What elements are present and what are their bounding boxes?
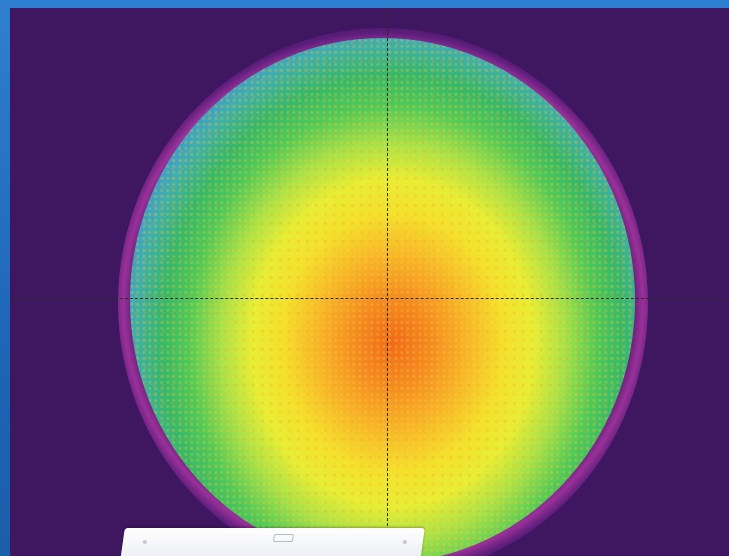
beam-spot: [130, 38, 635, 556]
crosshair-horizontal: [10, 298, 729, 299]
beam-profile-viewport[interactable]: [10, 8, 729, 556]
device-screw: [142, 540, 148, 544]
crosshair-vertical: [387, 8, 388, 556]
device-screw: [402, 540, 408, 544]
device-handle: [272, 534, 294, 542]
sensor-device-icon: [119, 528, 425, 556]
